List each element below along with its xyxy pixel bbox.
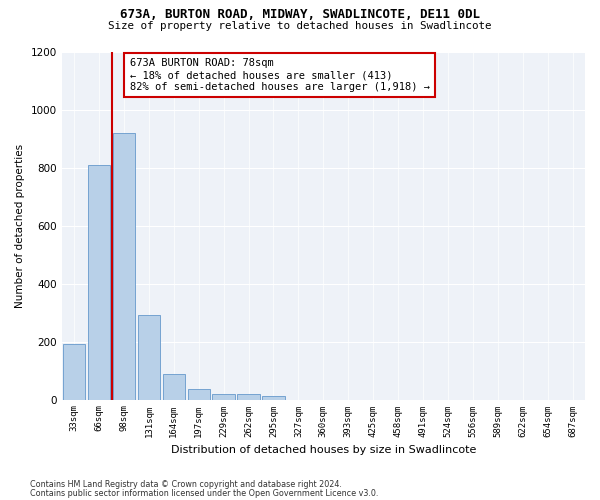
Bar [63, 344, 85, 400]
Bar [188, 390, 210, 400]
Text: 673A, BURTON ROAD, MIDWAY, SWADLINCOTE, DE11 0DL: 673A, BURTON ROAD, MIDWAY, SWADLINCOTE, … [120, 8, 480, 20]
Text: Contains HM Land Registry data © Crown copyright and database right 2024.: Contains HM Land Registry data © Crown c… [30, 480, 342, 489]
Bar [113, 132, 135, 400]
Bar [238, 394, 260, 400]
X-axis label: Distribution of detached houses by size in Swadlincote: Distribution of detached houses by size … [170, 445, 476, 455]
Y-axis label: Number of detached properties: Number of detached properties [15, 144, 25, 308]
Text: Size of property relative to detached houses in Swadlincote: Size of property relative to detached ho… [108, 21, 492, 31]
Bar [88, 164, 110, 400]
Bar [212, 394, 235, 400]
Bar [137, 316, 160, 400]
Bar [163, 374, 185, 400]
Text: Contains public sector information licensed under the Open Government Licence v3: Contains public sector information licen… [30, 488, 379, 498]
Text: 673A BURTON ROAD: 78sqm
← 18% of detached houses are smaller (413)
82% of semi-d: 673A BURTON ROAD: 78sqm ← 18% of detache… [130, 58, 430, 92]
Bar [262, 396, 285, 400]
